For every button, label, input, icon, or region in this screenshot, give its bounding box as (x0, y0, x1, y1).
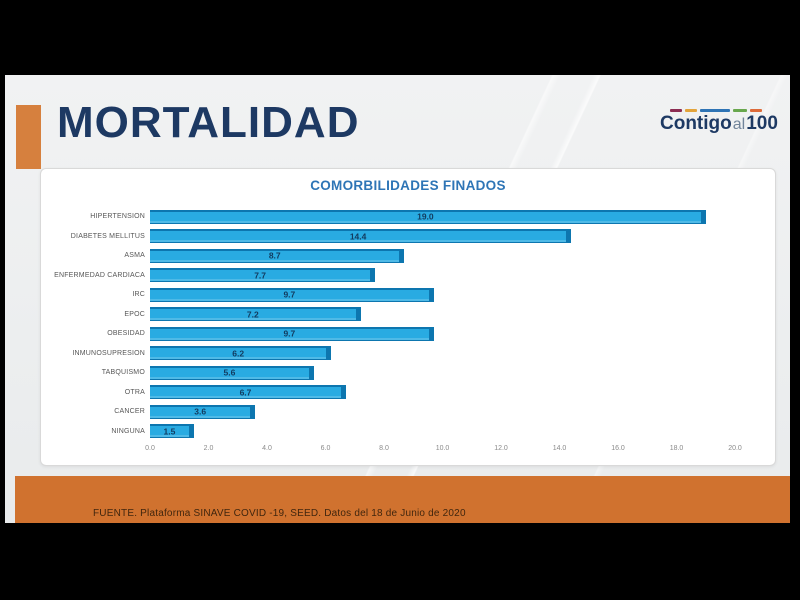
bar-track: 1.5 (150, 424, 735, 439)
x-axis-tick: 0.0 (145, 445, 155, 452)
chart-row: OBESIDAD 9.7 (45, 324, 735, 344)
category-label: OBESIDAD (107, 330, 145, 338)
contigo-al-100-logo: Contigoal100 (660, 109, 778, 134)
bar-track: 3.6 (150, 404, 735, 419)
bar-value-label: 6.2 (232, 348, 245, 359)
chart-row: INMUNOSUPRESION 6.2 (45, 344, 735, 364)
x-axis-tick: 16.0 (611, 445, 625, 452)
logo-dash (733, 109, 747, 112)
bar-asma: 8.7 (150, 248, 405, 263)
x-axis-tick: 4.0 (262, 445, 272, 452)
logo-text-contigo: Contigo (660, 113, 732, 134)
chart-row: OTRA 6.7 (45, 383, 735, 403)
x-axis-tick: 18.0 (669, 445, 684, 452)
category-label: TABQUISMO (101, 369, 145, 377)
logo-dash (685, 109, 697, 112)
bar-track: 19.0 (150, 209, 735, 224)
bar-inmunosupresion: 6.2 (150, 346, 332, 361)
bar-value-label: 9.7 (283, 289, 296, 300)
bar-value-label: 19.0 (417, 211, 434, 222)
chart-panel: COMORBILIDADES FINADOS HIPERTENSION 19.0 D… (40, 168, 776, 466)
x-axis-tick: 8.0 (379, 445, 389, 452)
x-axis-tick: 12.0 (494, 445, 508, 452)
chart-row: DIABETES MELLITUS 14.4 (45, 227, 735, 247)
logo-dash (670, 109, 682, 112)
bar-value-label: 6.7 (239, 387, 252, 398)
category-label: OTRA (124, 388, 145, 396)
logo-dash (750, 109, 762, 112)
category-label: ENFERMEDAD CARDIACA (54, 271, 145, 279)
category-label: INMUNOSUPRESION (72, 349, 145, 357)
x-axis-tick: 2.0 (203, 445, 214, 452)
chart-title: COMORBILIDADES FINADOS (310, 178, 506, 193)
footer-band: FUENTE. Plataforma SINAVE COVID -19, SEE… (15, 476, 790, 523)
bar-value-label: 3.6 (194, 406, 207, 417)
bar-ninguna: 1.5 (150, 424, 194, 439)
bar-track: 7.7 (150, 268, 735, 283)
bar-track: 8.7 (150, 248, 735, 263)
bar-chart-plot: HIPERTENSION 19.0 DIABETES MELLITUS 14.4 ASM… (45, 207, 735, 441)
bar-irc: 9.7 (150, 287, 434, 302)
chart-row: HIPERTENSION 19.0 (45, 207, 735, 227)
bar-epoc: 7.2 (150, 307, 361, 322)
chart-row: ENFERMEDAD CARDIACA 7.7 (45, 266, 735, 286)
bar-hipertension: 19.0 (150, 209, 706, 224)
bar-track: 9.7 (150, 326, 735, 341)
bar-otra: 6.7 (150, 385, 346, 400)
chart-row: TABQUISMO 5.6 (45, 363, 735, 383)
category-label: ASMA (124, 252, 145, 260)
logo-text-100: 100 (746, 113, 778, 134)
bar-value-label: 1.5 (163, 426, 176, 437)
bar-track: 7.2 (150, 307, 735, 322)
chart-row: IRC 9.7 (45, 285, 735, 305)
category-label: CANCER (114, 408, 145, 416)
bar-track: 14.4 (150, 229, 735, 244)
bar-track: 5.6 (150, 365, 735, 380)
bar-tabquismo: 5.6 (150, 365, 314, 380)
bar-track: 6.2 (150, 346, 735, 361)
logo-dash (700, 109, 730, 112)
category-label: IRC (132, 291, 145, 299)
bar-value-label: 5.6 (223, 367, 236, 378)
category-label: DIABETES MELLITUS (70, 232, 145, 240)
chart-row: ASMA 8.7 (45, 246, 735, 266)
x-axis-tick: 6.0 (320, 445, 331, 452)
bar-cancer: 3.6 (150, 404, 256, 419)
bar-diabetes-mellitus: 14.4 (150, 229, 572, 244)
bar-value-label: 7.7 (254, 270, 267, 281)
bar-value-label: 7.2 (246, 309, 259, 320)
presentation-slide: MORTALIDAD Contigoal100 COMORBILIDADES F… (5, 75, 790, 523)
chart-row: NINGUNA 1.5 (45, 422, 735, 442)
category-label: HIPERTENSION (90, 213, 145, 221)
bar-enfermedad-cardiaca: 7.7 (150, 268, 376, 283)
bar-track: 6.7 (150, 385, 735, 400)
x-axis-tick: 14.0 (552, 445, 567, 452)
category-label: NINGUNA (111, 427, 145, 435)
chart-row: CANCER 3.6 (45, 402, 735, 422)
bar-track: 9.7 (150, 287, 735, 302)
source-note: FUENTE. Plataforma SINAVE COVID -19, SEE… (93, 508, 466, 519)
chart-row: EPOC 7.2 (45, 305, 735, 325)
title-accent-bar (16, 105, 41, 169)
logo-text-al: al (732, 116, 746, 133)
logo-dashes (660, 109, 772, 112)
logo-wordmark: Contigoal100 (660, 113, 778, 134)
bar-obesidad: 9.7 (150, 326, 434, 341)
x-axis-tick: 20.0 (728, 445, 742, 452)
category-label: EPOC (124, 310, 145, 318)
bar-value-label: 8.7 (268, 250, 281, 261)
x-axis-tick: 10.0 (435, 445, 450, 452)
bar-value-label: 9.7 (283, 328, 296, 339)
page-title: MORTALIDAD (57, 98, 360, 147)
x-axis: 0.0 2.0 4.0 6.0 8.0 10.0 12.0 14.0 16.0 18.0 20.0 (145, 445, 742, 457)
bar-value-label: 14.4 (349, 231, 367, 242)
